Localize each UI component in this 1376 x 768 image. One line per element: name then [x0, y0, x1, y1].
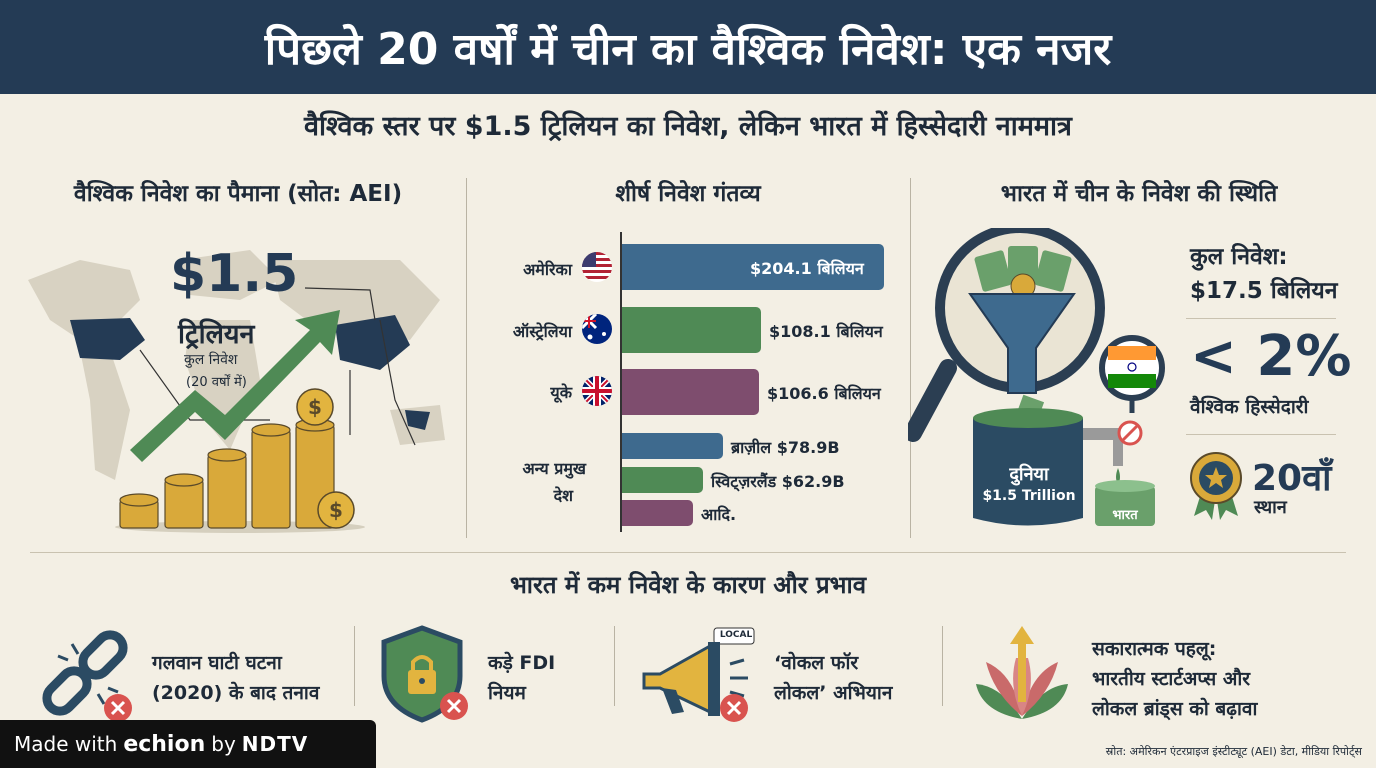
megaphone-tag: LOCAL: [719, 630, 753, 640]
world-map-graphic: [28, 250, 445, 480]
column-divider: [466, 178, 467, 538]
funnel-icon: [968, 293, 1076, 394]
reason-text: सकारात्मक पहलू: भारतीय स्टार्टअप्स और लोकल…: [1092, 638, 1258, 720]
right-panel-title: भारत में चीन के निवेश की स्थिति: [1000, 181, 1278, 207]
bar-value-label: $204.1 बिलियन: [750, 259, 864, 278]
global-amount-period: (20 वर्षों में): [186, 375, 247, 390]
bar-country-label: यूके: [550, 383, 572, 402]
global-amount-label: कुल निवेश: [184, 352, 238, 368]
reason-divider: [354, 626, 355, 706]
chart-bar: [622, 433, 723, 459]
stat-divider: [1186, 434, 1336, 435]
chart-bar: [622, 500, 693, 526]
others-label: अन्य प्रमुख: [522, 459, 586, 478]
bar-value-label: स्विट्ज़रलैंड $62.9B: [711, 472, 845, 491]
chart-bar: [622, 307, 761, 353]
rank-badge-icon: [1190, 452, 1242, 520]
dollar-coin-icon: $: [317, 491, 355, 529]
stat-divider: [1186, 318, 1336, 319]
page-title: पिछले 20 वर्षों में चीन का वैश्विक निवेश…: [0, 0, 1376, 94]
india-total-value: $17.5 बिलियन: [1190, 278, 1338, 304]
left-panel-title: वैश्विक निवेश का पैमाना (सोत: AEI): [73, 181, 403, 207]
reason-divider: [942, 626, 943, 706]
bar-value-label: $108.1 बिलियन: [769, 322, 883, 341]
echion-logo: echion: [123, 731, 206, 757]
global-amount: $1.5: [170, 244, 299, 304]
chart-bar: [622, 467, 703, 493]
ndtv-logo: NDTV: [241, 732, 309, 756]
funnel-magnifier-graphic: [908, 228, 1165, 526]
reason-text: गलवान घाटी घटना (2020) के बाद तनाव: [152, 652, 320, 704]
megaphone-icon: [642, 627, 755, 722]
watermark-made-with: Made with: [14, 732, 118, 756]
usa-map-shape: [70, 318, 145, 360]
reasons-title: भारत में कम निवेश के कारण और प्रभाव: [509, 571, 867, 599]
world-tank-label: दुनिया: [1009, 464, 1049, 485]
india-share-label: वैश्विक हिस्सेदारी: [1190, 396, 1309, 418]
dollar-coin-icon: $: [296, 388, 334, 426]
chart-bar: [622, 369, 759, 415]
usa-flag-icon: [582, 252, 612, 282]
reason-divider: [614, 626, 615, 706]
others-label: देश: [553, 486, 573, 505]
padlock-shield-icon: [381, 625, 468, 723]
reason-text: ‘वोकल फॉर लोकल’ अभियान: [774, 652, 893, 704]
middle-panel-title: शीर्ष निवेश गंतव्य: [615, 181, 761, 207]
india-cup-label: भारत: [1112, 508, 1138, 523]
svg-text:$: $: [308, 395, 322, 419]
bar-value-label: आदि.: [701, 505, 737, 524]
china-map-shape: [335, 315, 410, 370]
bar-value-label: $106.6 बिलियन: [767, 384, 881, 403]
watermark-by: by: [211, 732, 236, 756]
broken-chain-icon: [42, 630, 132, 722]
reason-text: कड़े FDI नियम: [488, 652, 556, 704]
australia-flag-icon: [582, 314, 612, 344]
growth-arrow-icon: [130, 310, 340, 462]
australia-shape: [405, 410, 430, 430]
cash-icon: [974, 246, 1072, 299]
world-tank-value: $1.5 Trillion: [982, 488, 1076, 504]
svg-text:$: $: [329, 498, 343, 522]
chart-axis: [620, 232, 622, 532]
india-total-label: कुल निवेश:: [1190, 244, 1288, 270]
india-share-value: < 2%: [1190, 324, 1352, 389]
bar-value-label: ब्राज़ील $78.9B: [731, 438, 840, 457]
bar-country-label: ऑस्ट्रेलिया: [512, 322, 572, 341]
coin-stacks-graphic: $ $: [115, 388, 365, 533]
india-rank-label: स्थान: [1254, 497, 1287, 518]
global-amount-unit: ट्रिलियन: [178, 319, 255, 350]
page-subtitle: वैश्विक स्तर पर $1.5 ट्रिलियन का निवेश, …: [304, 111, 1072, 142]
lotus-growth-icon: [976, 626, 1068, 719]
uk-flag-icon: [582, 376, 612, 406]
bar-country-label: अमेरिका: [523, 260, 572, 279]
made-with-watermark[interactable]: Made with echion by NDTV: [0, 720, 376, 768]
section-divider: [30, 552, 1346, 553]
chart-bar: [622, 244, 884, 290]
column-divider: [910, 178, 911, 538]
source-note: स्रोत: अमेरिकन एंटरप्राइज इंस्टीट्यूट (A…: [1105, 745, 1362, 758]
india-rank-value: 20वाँ: [1252, 458, 1332, 499]
